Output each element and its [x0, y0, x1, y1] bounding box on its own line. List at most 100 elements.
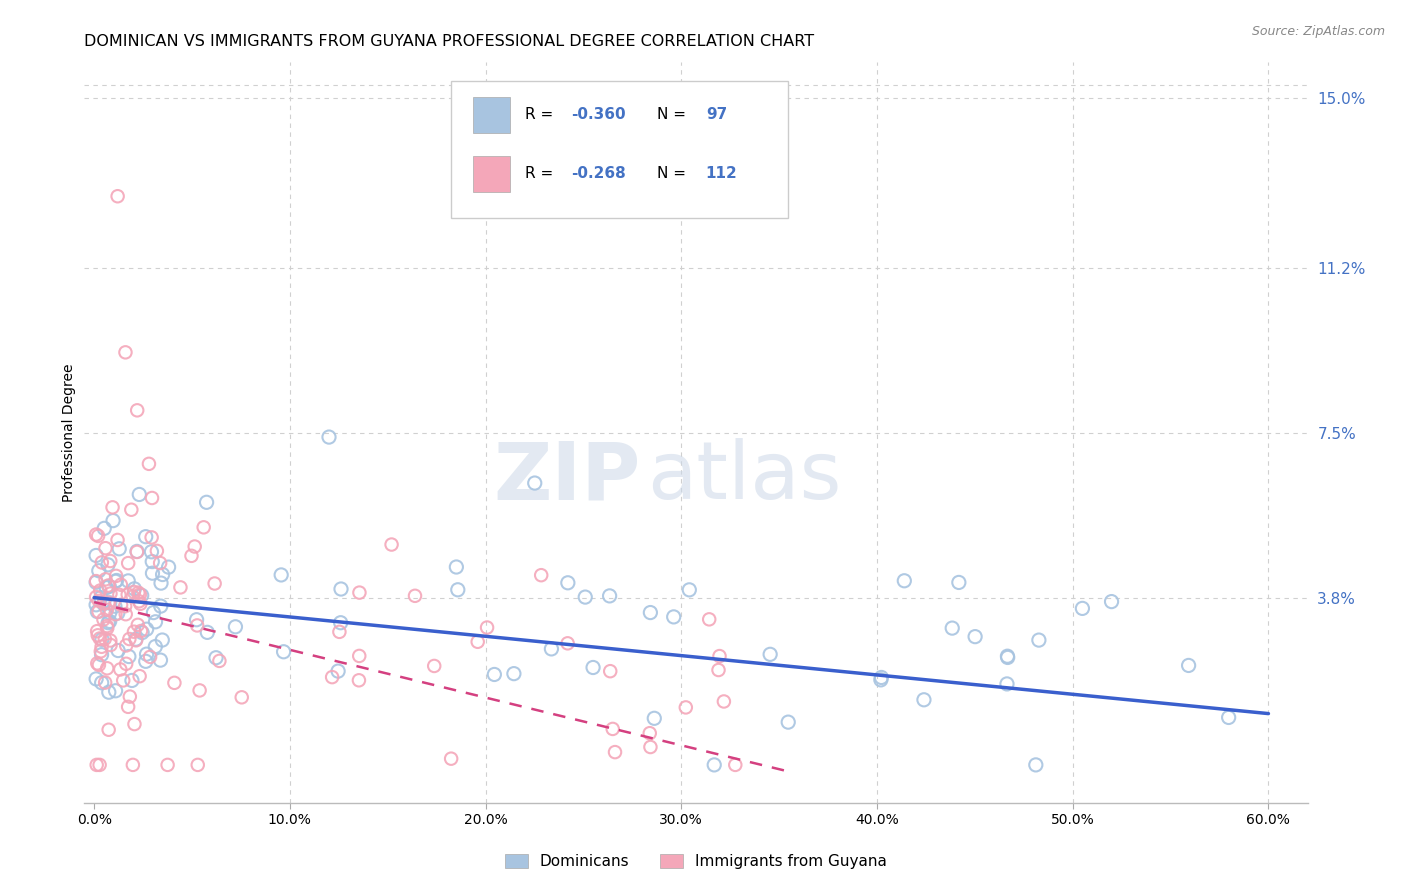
- Point: [870, 670, 893, 684]
- Point: [995, 677, 1018, 691]
- Point: [127, 618, 149, 632]
- Point: [707, 663, 730, 677]
- Point: [530, 568, 553, 582]
- Point: [87, 529, 110, 543]
- Point: [115, 639, 138, 653]
- Point: [180, 549, 202, 563]
- Point: [84, 527, 107, 541]
- Point: [129, 624, 152, 638]
- Point: [115, 657, 138, 671]
- Bar: [474, 156, 510, 192]
- Point: [1177, 658, 1199, 673]
- Point: [97, 558, 120, 572]
- Legend: Dominicans, Immigrants from Guyana: Dominicans, Immigrants from Guyana: [505, 855, 887, 869]
- Point: [141, 566, 163, 581]
- Point: [84, 549, 107, 563]
- Text: R =: R =: [524, 107, 558, 122]
- Point: [195, 495, 218, 509]
- Point: [349, 648, 371, 663]
- Point: [112, 673, 135, 688]
- Point: [759, 648, 782, 662]
- Point: [475, 621, 498, 635]
- Point: [709, 649, 731, 664]
- Point: [110, 578, 132, 592]
- Point: [599, 589, 621, 603]
- Point: [640, 606, 662, 620]
- Point: [778, 715, 800, 730]
- Point: [724, 758, 747, 772]
- Point: [104, 599, 127, 614]
- Point: [124, 582, 146, 596]
- Point: [141, 545, 163, 559]
- Point: [135, 530, 157, 544]
- Point: [107, 189, 129, 203]
- Point: [135, 647, 157, 661]
- Point: [638, 726, 661, 740]
- Point: [1028, 633, 1050, 648]
- Point: [104, 607, 127, 622]
- Point: [1218, 710, 1240, 724]
- Point: [86, 657, 108, 671]
- Point: [643, 711, 665, 725]
- Point: [131, 588, 153, 602]
- Point: [93, 597, 115, 611]
- Point: [100, 638, 122, 652]
- Point: [97, 685, 120, 699]
- Point: [101, 514, 124, 528]
- Point: [143, 640, 166, 654]
- Point: [318, 430, 340, 444]
- Point: [697, 612, 720, 626]
- Point: [557, 575, 579, 590]
- Point: [142, 606, 165, 620]
- Point: [329, 615, 352, 630]
- Point: [89, 632, 111, 646]
- Point: [94, 572, 117, 586]
- Point: [603, 745, 626, 759]
- Point: [107, 643, 129, 657]
- Point: [195, 625, 218, 640]
- Point: [678, 582, 700, 597]
- Point: [89, 758, 111, 772]
- Point: [149, 653, 172, 667]
- Point: [125, 632, 148, 647]
- Point: [128, 669, 150, 683]
- Point: [100, 586, 122, 600]
- Point: [97, 615, 120, 630]
- Point: [86, 758, 108, 772]
- Point: [893, 574, 915, 588]
- Point: [129, 587, 152, 601]
- Point: [104, 683, 127, 698]
- Point: [98, 596, 121, 610]
- Point: [141, 530, 163, 544]
- Point: [84, 672, 107, 686]
- Point: [96, 621, 118, 635]
- Point: [186, 613, 208, 627]
- Point: [93, 597, 115, 611]
- Point: [163, 676, 186, 690]
- Point: [97, 723, 120, 737]
- Point: [169, 581, 191, 595]
- Point: [84, 598, 107, 612]
- Point: [231, 690, 253, 705]
- Point: [128, 594, 150, 608]
- Text: DOMINICAN VS IMMIGRANTS FROM GUYANA PROFESSIONAL DEGREE CORRELATION CHART: DOMINICAN VS IMMIGRANTS FROM GUYANA PROF…: [84, 34, 814, 49]
- Point: [328, 624, 350, 639]
- Point: [98, 615, 121, 629]
- Point: [121, 673, 143, 688]
- Point: [446, 560, 468, 574]
- Point: [93, 521, 115, 535]
- Point: [94, 632, 117, 646]
- Point: [125, 633, 148, 648]
- Point: [96, 619, 118, 633]
- Point: [1025, 758, 1047, 772]
- Point: [89, 583, 111, 598]
- Point: [127, 403, 149, 417]
- Point: [114, 607, 136, 622]
- Point: [122, 585, 145, 599]
- Point: [117, 699, 139, 714]
- Point: [84, 575, 107, 590]
- Point: [118, 649, 141, 664]
- Point: [118, 632, 141, 646]
- Point: [703, 758, 725, 772]
- Point: [330, 582, 353, 596]
